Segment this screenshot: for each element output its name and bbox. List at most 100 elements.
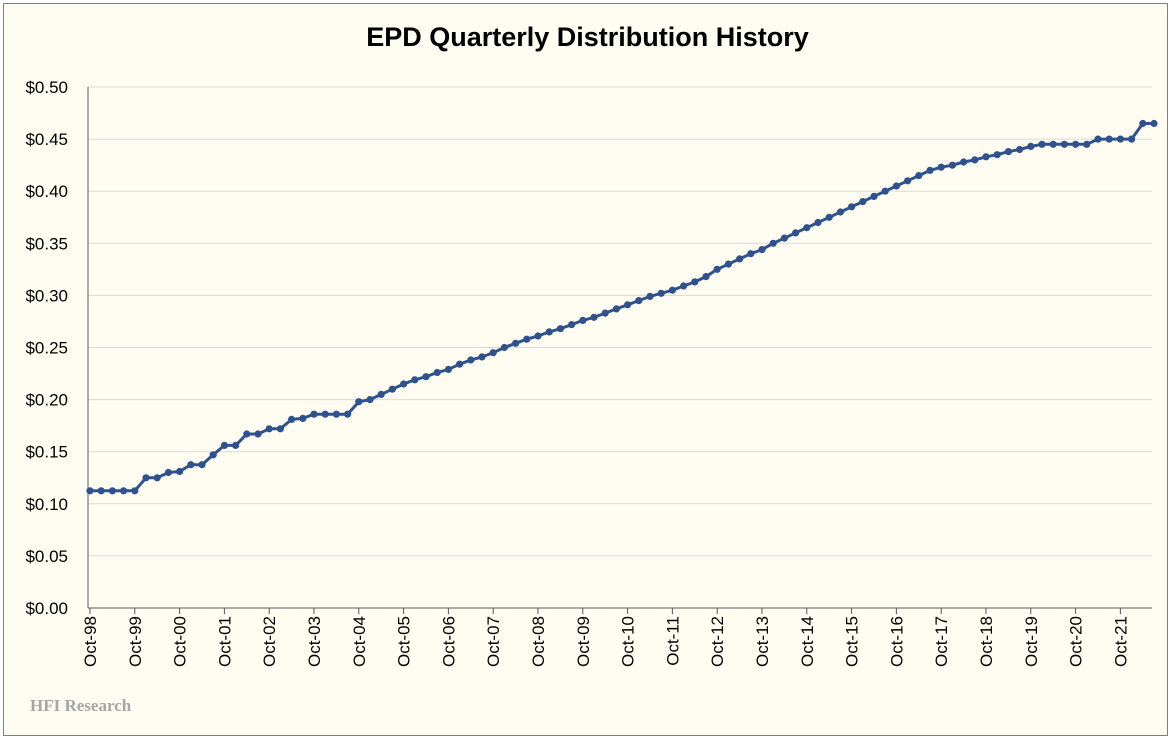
- data-point: [848, 203, 856, 211]
- data-point: [960, 158, 968, 166]
- data-point: [556, 325, 565, 333]
- data-point: [825, 213, 833, 221]
- y-tick-label: $0.40: [25, 182, 68, 201]
- x-tick-label: Oct-07: [484, 616, 503, 667]
- x-tick-label: Oct-98: [81, 616, 100, 667]
- data-point: [568, 321, 576, 329]
- y-tick-label: $0.35: [25, 234, 68, 253]
- data-point: [534, 332, 542, 340]
- data-point: [948, 161, 957, 169]
- data-point: [366, 396, 374, 404]
- data-point: [870, 192, 878, 200]
- data-point: [1139, 119, 1147, 128]
- data-point: [97, 487, 105, 495]
- y-axis-labels: $0.00 $0.05 $0.10 $0.15 $0.20 $0.25 $0.30 $0.35…: [25, 78, 68, 618]
- y-tick-label: $0.20: [25, 391, 68, 410]
- data-point: [769, 239, 777, 247]
- x-tick-label: Oct-13: [753, 616, 772, 667]
- data-point: [926, 166, 934, 174]
- x-tick-label: Oct-03: [305, 616, 324, 667]
- grid-lines: [88, 86, 1152, 557]
- data-point: [321, 410, 329, 418]
- x-tick-label: Oct-02: [260, 616, 279, 667]
- data-point: [344, 410, 352, 418]
- y-tick-label: $0.50: [25, 78, 68, 97]
- data-point: [545, 328, 553, 336]
- data-point: [1004, 148, 1013, 156]
- data-point: [1128, 135, 1136, 143]
- data-point: [1083, 140, 1091, 148]
- y-tick-label: $0.15: [25, 443, 68, 462]
- data-point: [579, 316, 587, 324]
- data-point: [747, 250, 755, 258]
- watermark: HFI Research: [30, 696, 132, 715]
- data-point: [993, 151, 1001, 159]
- data-point: [702, 273, 710, 281]
- data-point: [657, 289, 665, 297]
- data-point: [892, 182, 901, 190]
- data-point: [1072, 140, 1080, 148]
- x-tick-label: Oct-99: [126, 616, 145, 667]
- x-tick-label: Oct-06: [439, 616, 458, 667]
- data-point: [1150, 119, 1158, 128]
- x-tick-label: Oct-14: [798, 616, 817, 667]
- data-point: [904, 177, 912, 185]
- data-point: [1060, 140, 1068, 148]
- data-point: [243, 430, 251, 438]
- data-point: [635, 297, 643, 305]
- data-point: [120, 487, 128, 495]
- data-point: [713, 265, 721, 273]
- data-point: [937, 163, 945, 171]
- data-point: [1038, 140, 1046, 148]
- x-tick-label: Oct-20: [1067, 616, 1086, 667]
- data-point: [792, 229, 800, 237]
- data-point: [680, 282, 688, 290]
- data-point: [624, 301, 632, 309]
- data-point: [500, 343, 508, 352]
- x-tick-label: Oct-09: [574, 616, 593, 667]
- data-point: [433, 368, 441, 377]
- data-point: [590, 313, 598, 321]
- data-point: [232, 441, 240, 449]
- x-tick-label: Oct-08: [529, 616, 548, 667]
- x-tick-label: Oct-01: [215, 616, 234, 667]
- data-point: [187, 461, 195, 469]
- data-point: [310, 410, 318, 418]
- data-point: [668, 286, 677, 294]
- data-point: [523, 335, 531, 343]
- data-point: [478, 353, 486, 361]
- x-tick-label: Oct-16: [887, 616, 906, 667]
- data-point: [467, 356, 475, 364]
- data-point: [859, 198, 867, 206]
- chart-title: EPD Quarterly Distribution History: [366, 22, 809, 52]
- series-group: [86, 119, 1158, 495]
- data-point: [780, 234, 789, 242]
- data-point: [489, 349, 497, 357]
- data-point: [1094, 135, 1102, 143]
- data-point: [814, 218, 822, 227]
- data-point: [803, 224, 811, 232]
- data-point: [1027, 142, 1035, 150]
- data-point: [176, 467, 184, 476]
- data-point: [836, 208, 845, 216]
- data-point: [724, 260, 733, 268]
- data-point: [209, 451, 217, 459]
- data-point: [377, 390, 385, 398]
- data-point: [758, 246, 766, 254]
- data-point: [1116, 135, 1124, 143]
- data-point: [355, 398, 363, 406]
- data-point: [1016, 145, 1024, 154]
- y-tick-label: $0.10: [25, 495, 68, 514]
- x-tick-label: Oct-18: [977, 616, 996, 667]
- data-point: [276, 425, 284, 433]
- data-point: [142, 474, 150, 482]
- data-point: [299, 414, 307, 422]
- chart-frame: [3, 3, 1168, 736]
- y-tick-label: $0.00: [25, 599, 68, 618]
- data-point: [982, 153, 990, 161]
- x-tick-label: Oct-11: [663, 616, 682, 666]
- data-point: [1105, 135, 1113, 143]
- y-tick-label: $0.45: [25, 130, 68, 149]
- data-point: [881, 187, 889, 195]
